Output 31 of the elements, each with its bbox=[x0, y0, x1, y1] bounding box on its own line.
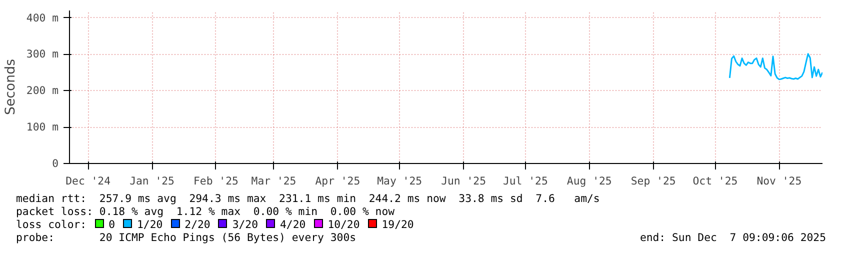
legend-label: 1/20 bbox=[137, 218, 163, 231]
x-tick-label: Sep '25 bbox=[630, 174, 676, 188]
y-tick-label: 400 m bbox=[26, 11, 58, 24]
y-tick-label: 200 m bbox=[26, 84, 58, 98]
text: packet loss: 0.18 % avg 1.12 % max 0.00 % min 0.00 % now bbox=[16, 205, 395, 218]
text: probe: 20 ICMP Echo Pings (56 Bytes) every 300s bbox=[16, 231, 356, 244]
legend-label: 10/20 bbox=[328, 218, 360, 231]
x-tick-label: Aug '25 bbox=[566, 174, 612, 188]
y-axis-title: Seconds bbox=[3, 58, 18, 115]
legend-label: 19/20 bbox=[382, 218, 414, 231]
y-tick-label: 100 m bbox=[26, 120, 58, 134]
x-tick-label: Dec '24 bbox=[66, 174, 111, 188]
text: end: Sun Dec 7 09:09:06 2025 bbox=[640, 231, 826, 244]
legend-title: loss color: bbox=[16, 218, 87, 231]
x-tick-label: Apr '25 bbox=[315, 174, 360, 188]
x-tick-label: Jan '25 bbox=[130, 174, 174, 188]
x-tick-label: Mar '25 bbox=[251, 174, 296, 188]
legend-label: 0 bbox=[108, 218, 115, 231]
x-tick-label: Jul '25 bbox=[502, 174, 548, 188]
x-tick-label: Feb '25 bbox=[194, 174, 238, 188]
legend-label: 3/20 bbox=[232, 218, 258, 231]
legend-label: 2/20 bbox=[184, 218, 210, 231]
text: median rtt: 257.9 ms avg 294.3 ms max 231.1 ms min 244.2 ms now 33.8 ms sd 7.6 am/s bbox=[16, 192, 600, 205]
x-tick-label: Oct '25 bbox=[692, 174, 738, 188]
y-tick-label: 300 m bbox=[26, 48, 58, 61]
x-tick-label: Jun '25 bbox=[441, 174, 486, 188]
line-series bbox=[728, 53, 822, 80]
y-tick-label: 0 bbox=[52, 157, 59, 170]
x-tick-label: May '25 bbox=[377, 174, 422, 188]
x-tick-label: Nov '25 bbox=[756, 174, 802, 188]
legend-label: 4/20 bbox=[280, 218, 306, 231]
